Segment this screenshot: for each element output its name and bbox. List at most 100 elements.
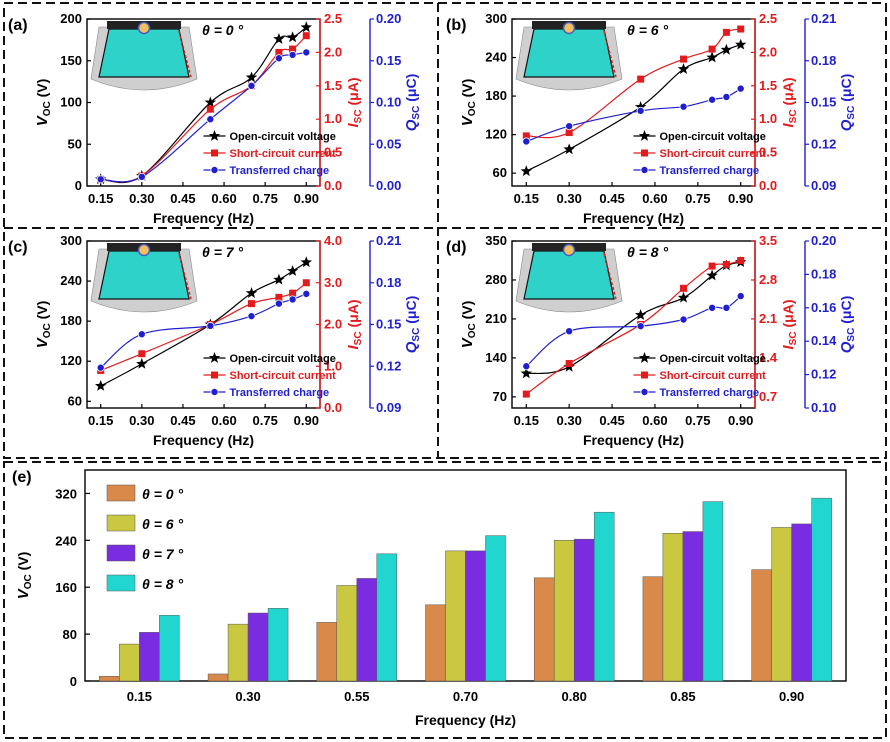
x-axis-title: Frequency (Hz): [415, 712, 516, 728]
y-tick-label: 320: [55, 486, 77, 501]
bar-8-deg: [485, 535, 506, 682]
data-point-right1: [302, 32, 310, 40]
y-current-tick-label: 0.0: [324, 178, 342, 193]
y-tick-label: 0: [70, 674, 77, 689]
y-charge-tick-label: 0.20: [811, 233, 836, 248]
y-axis-title: VOC (V): [15, 552, 34, 600]
y-charge-tick-label: 0.21: [376, 233, 401, 248]
y-charge-tick-label: 0.05: [376, 136, 401, 151]
data-point-left: [720, 43, 733, 55]
bar-6-deg: [336, 585, 358, 682]
legend-label: θ = 6 °: [142, 516, 183, 532]
data-point-right1: [680, 55, 688, 63]
bar-0-deg: [99, 676, 120, 682]
y-charge-tick-label: 0.10: [811, 400, 836, 415]
y-left-tick-label: 240: [60, 273, 82, 288]
panel-c: 0.15 0.30 0.45 0.60 0.75 0.90 Frequency (Hz) 60…: [8, 233, 422, 448]
data-point-right1: [565, 359, 573, 367]
y-left-tick-label: 350: [485, 233, 507, 248]
y-charge-tick-label: 0.15: [376, 317, 401, 332]
legend-marker: [640, 165, 649, 174]
panel-label: (e): [12, 469, 32, 486]
data-point-left: [245, 71, 258, 83]
y-charge-title: QSC (μC): [403, 296, 422, 353]
data-point-right2: [565, 327, 574, 336]
data-point-right1: [138, 350, 146, 358]
y-charge-tick-label: 0.18: [811, 53, 836, 68]
device-edge-line: [178, 30, 192, 78]
y-current-tick-label: 0.5: [759, 145, 777, 160]
bar-8-deg: [376, 553, 398, 682]
legend-marker: [638, 352, 651, 363]
y-current-tick-label: 2.5: [759, 11, 777, 26]
data-point-right2: [288, 295, 297, 304]
y-charge-tick-label: 0.15: [376, 53, 401, 68]
panel-d: 0.15 0.30 0.45 0.60 0.75 0.90 Frequency (Hz) 70…: [446, 233, 857, 448]
data-point-right2: [522, 362, 531, 371]
panel-label: (c): [8, 239, 28, 256]
theta-label: θ = 0 °: [202, 22, 243, 38]
legend-swatch: [106, 574, 136, 592]
y-current-tick-label: 1.5: [759, 78, 777, 93]
data-point-right1: [522, 390, 530, 398]
device-panel: [523, 250, 615, 300]
data-point-left: [520, 367, 532, 379]
legend-swatch: [106, 514, 136, 532]
data-point-right1: [637, 75, 645, 83]
y-left-tick-label: 180: [485, 88, 507, 103]
data-point-left: [204, 96, 217, 108]
bar-6-deg: [553, 540, 575, 682]
y-left-tick-label: 180: [60, 313, 82, 328]
legend-label: Short-circuit current: [660, 148, 767, 160]
data-point-right2: [274, 299, 283, 308]
bar-0-deg: [751, 569, 772, 682]
device-panel: [98, 28, 190, 78]
data-point-right2: [247, 81, 256, 90]
bar-0-deg: [207, 673, 229, 682]
data-point-left: [677, 63, 690, 74]
data-point-left: [300, 21, 312, 33]
y-left-tick-label: 300: [485, 11, 507, 26]
legend-label: Short-circuit current: [230, 148, 337, 160]
device-ball: [562, 21, 576, 35]
x-tick-label: 0.90: [728, 191, 753, 206]
data-point-right2: [679, 315, 688, 324]
data-point-right1: [289, 289, 297, 297]
bar-7-deg: [573, 538, 595, 682]
x-tick-label: 0.60: [642, 191, 667, 206]
data-point-right2: [708, 303, 717, 312]
bar-6-deg: [771, 527, 792, 682]
y-current-tick-label: 1.4: [759, 350, 778, 365]
x-tick-label: 0.75: [253, 413, 278, 428]
y-charge-tick-label: 0.12: [811, 136, 836, 151]
y-charge-tick-label: 0.10: [376, 95, 401, 110]
y-left-tick-label: 70: [493, 389, 507, 404]
y-left-tick-label: 50: [68, 136, 82, 151]
data-point-right1: [708, 262, 716, 270]
y-left-tick-label: 300: [60, 233, 82, 248]
legend-marker: [640, 387, 649, 396]
x-tick-label: 0.75: [253, 191, 278, 206]
panel-b: 0.15 0.30 0.45 0.60 0.75 0.90 Frequency (Hz) 60…: [446, 11, 857, 226]
legend-marker: [641, 149, 648, 157]
legend-marker: [211, 371, 218, 379]
x-tick-label: 0.30: [129, 413, 154, 428]
data-point-right2: [565, 122, 574, 131]
legend-marker: [210, 165, 219, 174]
y-charge-tick-label: 0.12: [811, 367, 836, 382]
x-tick-label: 0.30: [557, 413, 582, 428]
x-tick-label: 0.45: [170, 413, 195, 428]
x-tick-label: 0.15: [514, 413, 539, 428]
y-current-title: ISC (μA): [345, 300, 364, 350]
data-point-left: [286, 31, 299, 43]
legend-label: Open-circuit voltage: [230, 353, 336, 365]
legend-label: Open-circuit voltage: [230, 131, 336, 143]
data-point-right1: [302, 279, 310, 287]
y-current-tick-label: 1.5: [324, 78, 342, 93]
device-panel: [523, 28, 615, 78]
y-left-title: VOC (V): [34, 301, 53, 349]
data-point-right1: [522, 132, 530, 140]
data-point-right2: [708, 95, 717, 104]
x-tick-label: 0.60: [211, 191, 236, 206]
